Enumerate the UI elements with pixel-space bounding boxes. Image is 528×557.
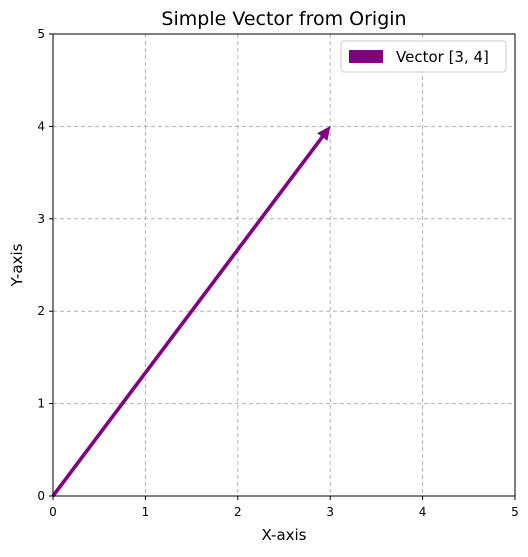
x-tick-label: 0 xyxy=(49,505,57,519)
x-tick-label: 4 xyxy=(419,505,427,519)
x-tick-label: 2 xyxy=(234,505,242,519)
y-axis-label: Y-axis xyxy=(8,243,26,287)
x-tick-label: 5 xyxy=(511,505,519,519)
legend-box xyxy=(340,40,507,73)
y-tick-label: 0 xyxy=(37,489,45,503)
y-axis-ticks: 0 1 2 3 4 5 xyxy=(37,27,53,503)
legend-swatch xyxy=(349,50,383,63)
y-tick-label: 5 xyxy=(37,27,45,41)
x-tick-label: 1 xyxy=(142,505,150,519)
y-tick-label: 3 xyxy=(37,212,45,226)
plot-frame xyxy=(52,33,516,497)
chart-title: Simple Vector from Origin xyxy=(161,8,406,30)
vector-layer xyxy=(51,125,331,498)
x-tick-label: 3 xyxy=(326,505,334,519)
y-tick-label: 2 xyxy=(37,304,45,318)
grid-lines xyxy=(52,33,516,497)
y-tick-label: 1 xyxy=(37,397,45,411)
legend-label: Vector [3, 4] xyxy=(396,48,489,66)
x-axis-ticks: 0 1 2 3 4 5 xyxy=(49,496,519,519)
x-axis-label: X-axis xyxy=(262,526,307,544)
vector-arrow xyxy=(51,125,331,498)
y-tick-label: 4 xyxy=(37,119,45,133)
legend: Vector [3, 4] xyxy=(340,40,507,73)
